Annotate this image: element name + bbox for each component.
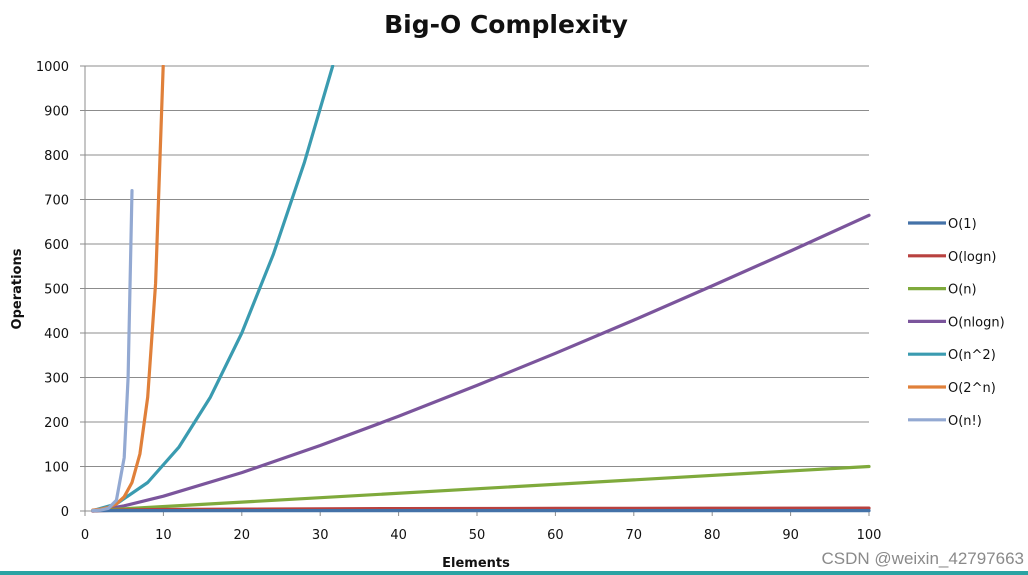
- legend: O(1) O(logn) O(n) O(nlogn) O(n^2) O(2^n) O(n!): [908, 217, 1005, 429]
- y-tick-label: 200: [44, 416, 69, 431]
- y-tick-label: 600: [44, 238, 69, 253]
- x-tick-label: 50: [469, 528, 486, 543]
- y-tick-label: 500: [44, 283, 69, 298]
- y-axis-title: Operations: [10, 248, 25, 329]
- y-tick-label: 400: [44, 327, 69, 342]
- legend-label: O(nlogn): [948, 315, 1005, 330]
- y-tick-label: 800: [44, 149, 69, 164]
- x-tick-label: 10: [155, 528, 172, 543]
- x-tick-label: 90: [782, 528, 799, 543]
- series-line-o-n-2: [91, 65, 335, 513]
- x-tick-label: 100: [857, 528, 882, 543]
- x-tick-label: 80: [704, 528, 721, 543]
- x-tick-label: 70: [626, 528, 643, 543]
- x-tick-label: 0: [81, 528, 89, 543]
- series-line-o-nlogn: [91, 213, 871, 513]
- legend-label: O(n!): [948, 414, 982, 429]
- series-line-o-n: [91, 189, 134, 513]
- x-axis: 0 10 20 30 40 50 60 70 80 90 100: [81, 511, 882, 543]
- y-tick-label: 0: [61, 505, 69, 520]
- series-line-o-n: [91, 464, 871, 513]
- legend-label: O(2^n): [948, 381, 996, 396]
- y-tick-label: 700: [44, 194, 69, 209]
- x-axis-title: Elements: [442, 556, 510, 571]
- x-tick-label: 60: [547, 528, 564, 543]
- legend-label: O(1): [948, 217, 977, 232]
- legend-label: O(n^2): [948, 348, 996, 363]
- y-tick-label: 100: [44, 461, 69, 476]
- chart-title: Big-O Complexity: [384, 10, 628, 39]
- legend-label: O(logn): [948, 250, 996, 265]
- y-axis: 0 100 200 300 400 500 600 700 800 900 1000: [36, 60, 86, 520]
- x-tick-label: 30: [312, 528, 329, 543]
- y-tick-label: 300: [44, 372, 69, 387]
- grid: [85, 65, 869, 512]
- legend-label: O(n): [948, 283, 977, 298]
- plot-area: [91, 65, 871, 513]
- x-tick-label: 40: [390, 528, 407, 543]
- y-tick-label: 900: [44, 105, 69, 120]
- bottom-band: [0, 571, 1028, 575]
- y-tick-label: 1000: [36, 60, 69, 75]
- watermark: CSDN @weixin_42797663: [821, 549, 1024, 568]
- x-tick-label: 20: [234, 528, 251, 543]
